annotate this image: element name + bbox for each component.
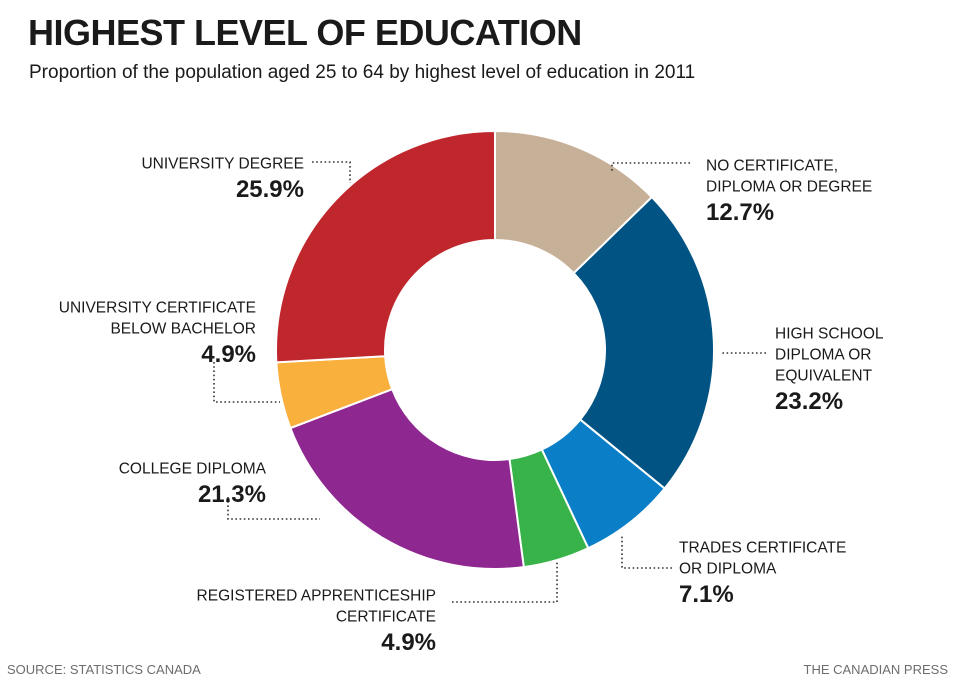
slice-value-6: 4.9% xyxy=(201,341,256,368)
donut-slice-2 xyxy=(572,195,715,490)
chart-subtitle: Proportion of the population aged 25 to … xyxy=(29,62,696,83)
slice-label-4: CERTIFICATE xyxy=(336,608,436,625)
slice-label-6: BELOW BACHELOR xyxy=(110,320,256,337)
slice-label-4: REGISTERED APPRENTICESHIP xyxy=(197,587,436,604)
leader-line-1 xyxy=(611,162,690,172)
leader-line-6 xyxy=(213,362,280,403)
chart-title: HIGHEST LEVEL OF EDUCATION xyxy=(28,12,582,53)
slice-label-2: DIPLOMA OR xyxy=(775,346,871,363)
leader-line-4 xyxy=(452,560,558,603)
slice-label-3: OR DIPLOMA xyxy=(679,560,777,577)
slice-label-2: HIGH SCHOOL xyxy=(775,325,884,342)
slice-value-4: 4.9% xyxy=(381,629,436,656)
slice-value-1: 12.7% xyxy=(706,199,774,226)
slice-label-5: COLLEGE DIPLOMA xyxy=(119,460,267,477)
slice-label-1: NO CERTIFICATE, xyxy=(706,157,838,174)
slice-label-1: DIPLOMA OR DEGREE xyxy=(706,178,872,195)
slice-label-6: UNIVERSITY CERTIFICATE xyxy=(59,299,256,316)
slice-value-5: 21.3% xyxy=(198,481,266,508)
source-note: SOURCE: STATISTICS CANADA xyxy=(7,662,201,677)
credit-note: THE CANADIAN PRESS xyxy=(803,662,948,677)
slice-label-7: UNIVERSITY DEGREE xyxy=(141,155,304,172)
donut-slice-5 xyxy=(289,387,525,570)
slice-label-2: EQUIVALENT xyxy=(775,367,873,384)
slice-value-2: 23.2% xyxy=(775,388,843,415)
donut-slices xyxy=(275,129,715,570)
leader-lines xyxy=(213,161,766,603)
leader-line-7 xyxy=(312,161,351,183)
donut-slice-7 xyxy=(275,129,496,364)
slice-value-3: 7.1% xyxy=(679,581,734,608)
slice-label-3: TRADES CERTIFICATE xyxy=(679,539,846,556)
slice-labels: NO CERTIFICATE, DIPLOMA OR DEGREE 12.7% HIG… xyxy=(59,155,884,655)
leader-line-5 xyxy=(227,497,320,520)
slice-value-7: 25.9% xyxy=(236,176,304,203)
leader-line-3 xyxy=(621,535,672,569)
